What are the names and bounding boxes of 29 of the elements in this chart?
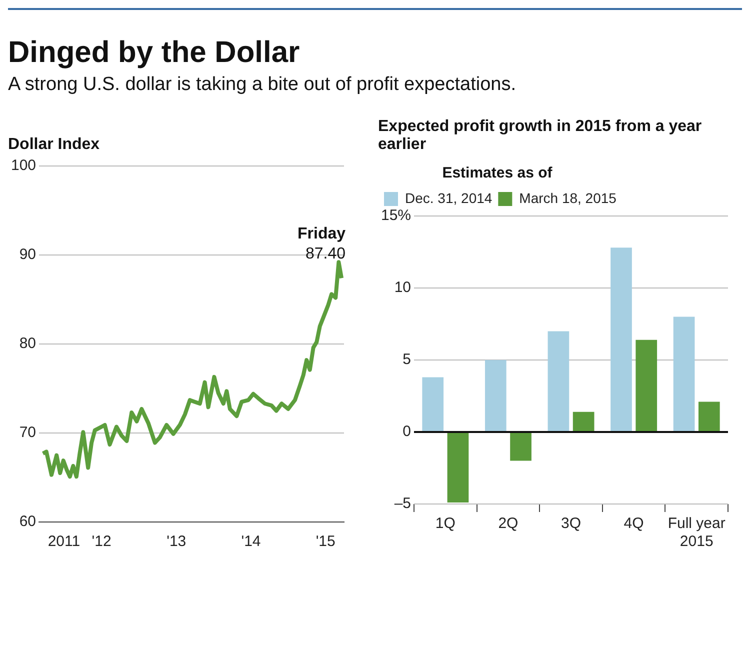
y-tick-label: 5 [402, 351, 412, 368]
y-tick-label: 10 [394, 279, 412, 296]
legend-label: March 18, 2015 [519, 190, 617, 206]
chart-subtitle: A strong U.S. dollar is taking a bite out of profit expectations. [8, 74, 517, 96]
x-tick-label: '14 [241, 533, 261, 550]
x-tick-label: 2Q [498, 515, 518, 532]
x-tick-label: 3Q [561, 515, 582, 532]
annotation: 87.40 [306, 246, 346, 263]
x-tick-label: Full year 2015 [668, 515, 726, 550]
y-tick-label: 15% [380, 207, 412, 224]
legend-title: Estimates as of [442, 164, 554, 182]
y-tick-label: 100 [10, 157, 36, 174]
y-tick-label: 80 [19, 335, 36, 352]
annotation: Friday [298, 226, 346, 243]
y-tick-label: 90 [19, 246, 36, 264]
x-tick-label: '13 [166, 533, 186, 550]
chart-title: Expected profit growth in 2015 from a year earlier [378, 117, 703, 154]
x-tick-label: '15 [316, 533, 336, 550]
x-tick-label: 2011 [48, 533, 80, 550]
chart-title: Dinged by the Dollar [8, 36, 301, 70]
y-tick-label: 70 [19, 424, 36, 442]
x-tick-label: '12 [92, 533, 112, 550]
y-tick-label: 60 [19, 513, 36, 530]
x-tick-label: 1Q [435, 515, 456, 532]
y-axis-title: Dollar Index [8, 135, 101, 154]
y-tick-label: 0 [402, 423, 412, 440]
y-tick-label: –5 [394, 495, 412, 512]
legend-label: Dec. 31, 2014 [405, 190, 492, 206]
x-tick-label: 4Q [624, 515, 644, 532]
